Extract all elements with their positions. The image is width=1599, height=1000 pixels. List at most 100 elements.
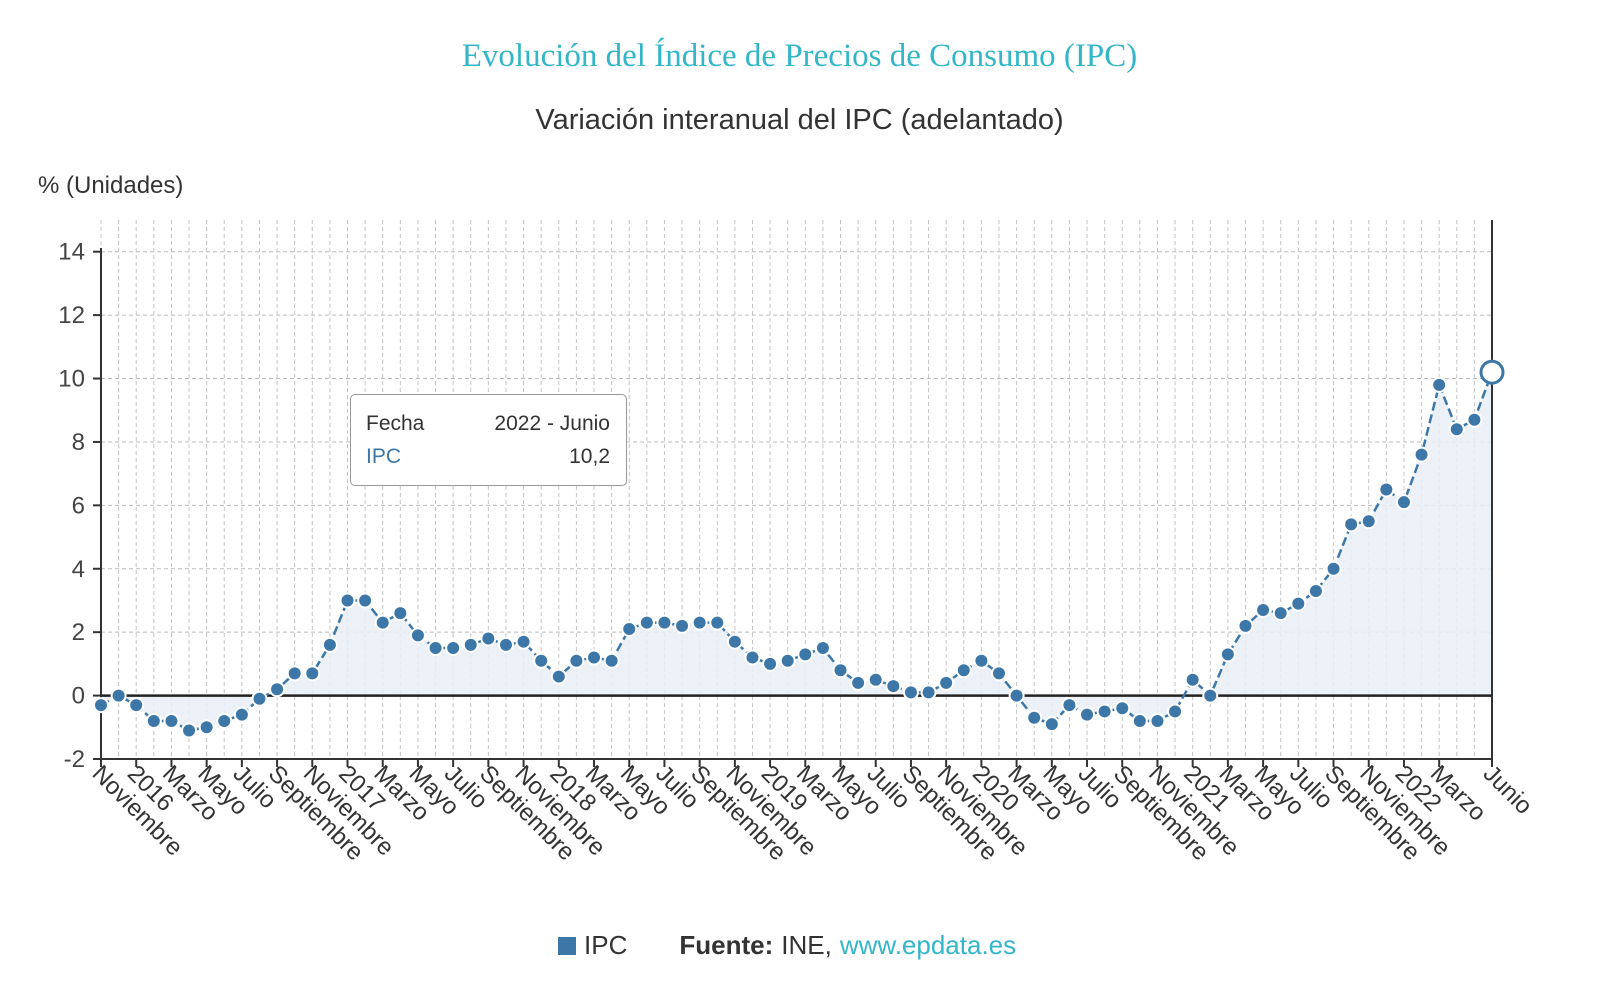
series-ipc <box>93 359 1505 739</box>
data-point[interactable] <box>832 662 849 679</box>
data-point[interactable] <box>1237 617 1254 634</box>
data-point[interactable] <box>1167 703 1184 720</box>
data-point[interactable] <box>427 640 444 657</box>
data-point[interactable] <box>938 674 955 691</box>
y-tick-label: 12 <box>58 302 85 329</box>
y-tick-label: 4 <box>72 556 85 583</box>
data-point[interactable] <box>1448 421 1465 438</box>
data-point[interactable] <box>110 687 127 704</box>
data-point[interactable] <box>1255 601 1272 618</box>
data-point[interactable] <box>304 665 321 682</box>
data-point[interactable] <box>515 633 532 650</box>
y-tick-label: 0 <box>72 683 85 710</box>
data-point[interactable] <box>779 652 796 669</box>
data-point[interactable] <box>550 668 567 685</box>
data-point[interactable] <box>621 621 638 638</box>
chart-subtitle: Variación interanual del IPC (adelantado… <box>535 104 1064 136</box>
data-point[interactable] <box>1008 687 1025 704</box>
data-point[interactable] <box>867 671 884 688</box>
data-point[interactable] <box>163 712 180 729</box>
data-point[interactable] <box>1043 716 1060 733</box>
legend-swatch-icon[interactable] <box>558 936 576 955</box>
data-point[interactable] <box>902 684 919 701</box>
source-value: INE, <box>781 930 832 960</box>
source-link[interactable]: www.epdata.es <box>839 930 1017 960</box>
data-point[interactable] <box>1360 513 1377 530</box>
data-point[interactable] <box>497 636 514 653</box>
data-point[interactable] <box>339 592 356 609</box>
data-point[interactable] <box>462 636 479 653</box>
tooltip-date-value: 2022 - Junio <box>494 412 610 435</box>
data-point[interactable] <box>674 617 691 634</box>
data-point[interactable] <box>990 665 1007 682</box>
data-point[interactable] <box>656 614 673 631</box>
data-point[interactable] <box>1219 646 1236 663</box>
data-point[interactable] <box>709 614 726 631</box>
data-point[interactable] <box>1343 516 1360 533</box>
data-point[interactable] <box>1061 697 1078 714</box>
data-point[interactable] <box>586 649 603 666</box>
data-point[interactable] <box>251 690 268 707</box>
data-point[interactable] <box>145 712 162 729</box>
data-point[interactable] <box>445 640 462 657</box>
data-point[interactable] <box>814 640 831 657</box>
data-point[interactable] <box>1114 700 1131 717</box>
tooltip-ipc-key: IPC <box>366 445 402 468</box>
data-point[interactable] <box>198 719 215 736</box>
data-point[interactable] <box>850 674 867 691</box>
data-point[interactable] <box>920 684 937 701</box>
data-point[interactable] <box>1413 446 1430 463</box>
data-point[interactable] <box>973 652 990 669</box>
data-point[interactable] <box>480 630 497 647</box>
data-point[interactable] <box>1307 582 1324 599</box>
data-point[interactable] <box>797 646 814 663</box>
data-point[interactable] <box>269 681 286 698</box>
data-point[interactable] <box>1079 706 1096 723</box>
data-point[interactable] <box>1466 411 1483 428</box>
chart-title: Evolución del Índice de Precios de Consu… <box>461 38 1138 74</box>
data-point[interactable] <box>181 722 198 739</box>
data-point[interactable] <box>603 652 620 669</box>
data-point[interactable] <box>233 706 250 723</box>
data-point[interactable] <box>1026 709 1043 726</box>
tooltip-ipc-value: 10,2 <box>569 445 610 468</box>
data-point[interactable] <box>392 605 409 622</box>
data-point[interactable] <box>409 627 426 644</box>
data-point[interactable] <box>726 633 743 650</box>
data-point[interactable] <box>128 697 145 714</box>
data-point[interactable] <box>533 652 550 669</box>
y-axis-unit-label: % (Unidades) <box>38 172 184 199</box>
data-point[interactable] <box>357 592 374 609</box>
data-point[interactable] <box>1184 671 1201 688</box>
data-point[interactable] <box>1325 560 1342 577</box>
data-point[interactable] <box>1202 687 1219 704</box>
data-point-highlighted[interactable] <box>1479 359 1505 385</box>
data-point[interactable] <box>744 649 761 666</box>
data-point[interactable] <box>691 614 708 631</box>
data-point[interactable] <box>1431 376 1448 393</box>
legend-label-ipc[interactable]: IPC <box>584 930 628 960</box>
data-point[interactable] <box>93 697 109 714</box>
y-tick-label: 10 <box>58 366 85 393</box>
data-point[interactable] <box>1378 481 1395 498</box>
data-point[interactable] <box>955 662 972 679</box>
y-tick-label: 2 <box>72 619 85 646</box>
y-tick-label: -2 <box>64 746 85 773</box>
data-point[interactable] <box>1149 712 1166 729</box>
tooltip-date-key: Fecha <box>366 412 425 435</box>
data-point[interactable] <box>374 614 391 631</box>
data-point[interactable] <box>1395 494 1412 511</box>
data-point[interactable] <box>1272 605 1289 622</box>
data-point[interactable] <box>1131 712 1148 729</box>
data-tooltip: Fecha 2022 - Junio IPC 10,2 <box>350 394 627 486</box>
data-point[interactable] <box>216 712 233 729</box>
data-point[interactable] <box>885 678 902 695</box>
data-point[interactable] <box>568 652 585 669</box>
data-point[interactable] <box>638 614 655 631</box>
data-point[interactable] <box>286 665 303 682</box>
data-point[interactable] <box>762 655 779 672</box>
data-point[interactable] <box>1096 703 1113 720</box>
data-point[interactable] <box>1290 595 1307 612</box>
data-point[interactable] <box>321 636 338 653</box>
